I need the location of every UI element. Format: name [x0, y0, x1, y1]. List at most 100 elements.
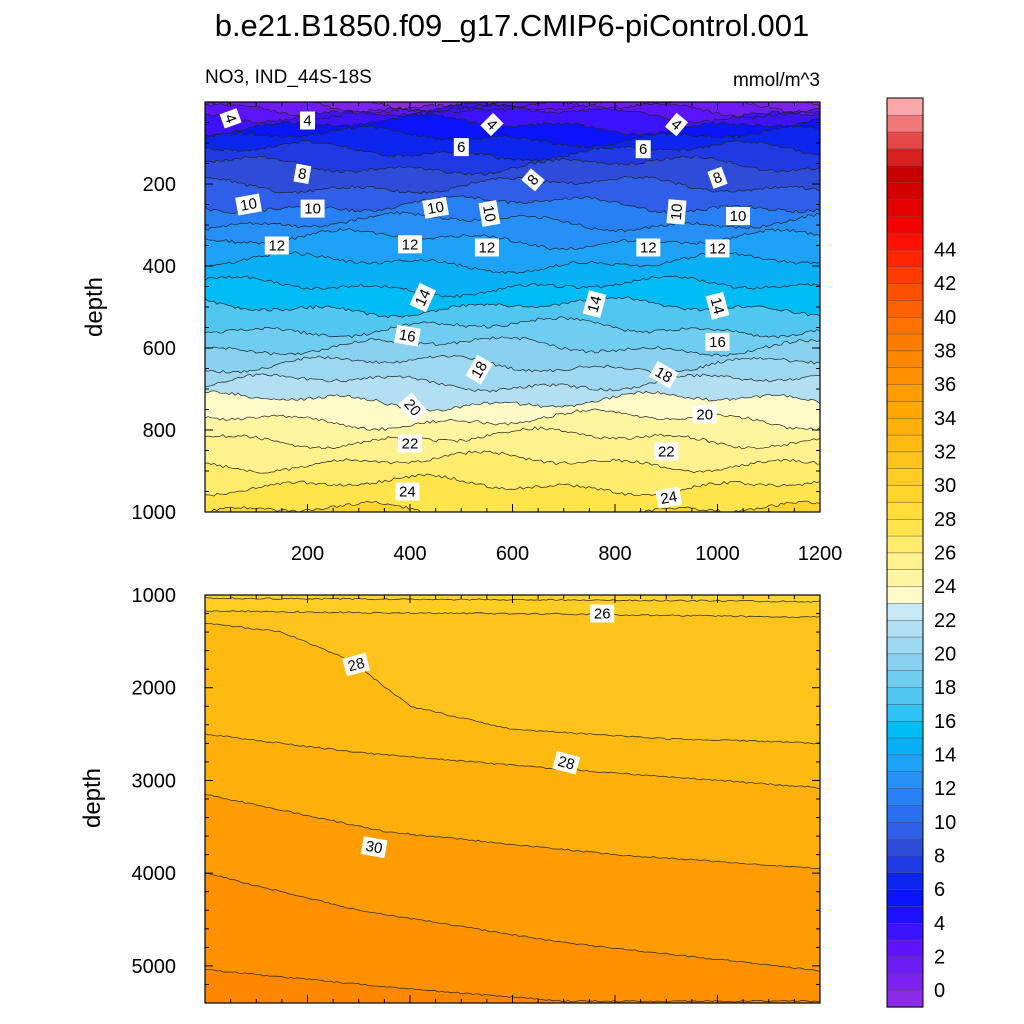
- contour-label-16: 16: [394, 324, 421, 347]
- contour-label-text: 12: [709, 240, 726, 257]
- contour-label-text: 16: [398, 326, 417, 346]
- upper-contour-line-19: [205, 373, 820, 393]
- contour-label-text: 24: [659, 488, 678, 508]
- contour-label-text: 14: [707, 296, 728, 317]
- upper-x-tick-label: 600: [496, 543, 529, 565]
- contour-label-box: [398, 434, 422, 453]
- contour-label-10: 10: [478, 200, 501, 227]
- colorbar-swatch: [886, 552, 924, 570]
- contour-label-22: 22: [654, 442, 679, 461]
- contour-label-text: 10: [668, 203, 686, 221]
- upper-y-tick-label: 800: [143, 420, 176, 442]
- upper-axis-ticks: 200 400 600 800 1000 1200 200 400 600 800 1000: [132, 101, 843, 565]
- colorbar: 0246810121416182022242628303234363840424…: [886, 97, 956, 1008]
- contour-label-box: [300, 111, 315, 130]
- colorbar-swatch: [886, 299, 924, 318]
- colorbar-swatch: [886, 434, 924, 453]
- contour-label-18: 18: [465, 354, 493, 385]
- colorbar-label: 2: [934, 947, 945, 969]
- colorbar-swatch: [886, 484, 924, 503]
- contour-label-text: 28: [556, 753, 577, 774]
- contour-label-28: 28: [552, 751, 581, 775]
- contour-label-24: 24: [395, 482, 420, 501]
- colorbar-label: 26: [934, 543, 956, 565]
- contour-label-4: 4: [300, 111, 315, 130]
- lower-contour-labels: 26 28 28 30: [342, 604, 615, 859]
- upper-y-axis-label: depth: [81, 277, 108, 337]
- colorbar-swatch: [886, 232, 924, 251]
- colorbar-swatch: [886, 771, 924, 789]
- upper-contour-line-23: [205, 450, 820, 474]
- upper-contour-line-21: [205, 408, 820, 431]
- contour-label-box: [397, 392, 428, 423]
- contour-label-text: 16: [709, 334, 726, 351]
- contour-label-box: [654, 442, 679, 461]
- lower-contour-line-27: [205, 622, 820, 745]
- colorbar-label: 10: [934, 812, 956, 834]
- colorbar-label: 38: [934, 341, 956, 363]
- contour-label-6: 6: [635, 140, 651, 159]
- contour-label-20: 20: [397, 392, 428, 423]
- lower-contour-line-30: [205, 872, 820, 972]
- contour-label-text: 10: [479, 204, 499, 223]
- colorbar-swatch: [886, 501, 924, 520]
- contour-label-10: 10: [235, 193, 262, 216]
- upper-contour-lines: [205, 102, 820, 512]
- contour-label-text: 28: [346, 655, 367, 676]
- colorbar-label: 42: [934, 273, 956, 295]
- colorbar-label: 12: [934, 778, 956, 800]
- upper-contour-line-20: [205, 390, 820, 412]
- colorbar-swatch: [886, 939, 924, 958]
- colorbar-swatch: [886, 131, 924, 150]
- contour-label-26: 26: [590, 604, 615, 623]
- contour-label-box: [705, 332, 730, 351]
- lower-y-tick-label: 3000: [132, 770, 177, 792]
- contour-label-box: [692, 405, 717, 424]
- colorbar-label: 6: [934, 879, 945, 901]
- contour-label-8: 8: [707, 166, 728, 189]
- contour-label-box: [582, 290, 607, 319]
- colorbar-swatch: [886, 468, 924, 486]
- contour-label-text: 30: [364, 838, 383, 858]
- upper-contour-line-16: [205, 316, 820, 339]
- lower-contour-line-29: [205, 793, 820, 870]
- contour-label-text: 20: [696, 406, 713, 423]
- contour-label-12: 12: [398, 235, 422, 254]
- contour-label-22: 22: [398, 434, 422, 453]
- colorbar-swatch: [886, 535, 924, 554]
- colorbar-label: 32: [934, 442, 956, 464]
- colorbar-label: 4: [934, 913, 945, 935]
- colorbar-swatch: [886, 97, 924, 116]
- contour-label-16: 16: [705, 332, 730, 351]
- contour-label-box: [707, 166, 728, 189]
- contour-label-text: 18: [468, 358, 491, 381]
- colorbar-label: 34: [934, 408, 956, 430]
- contour-label-14: 14: [582, 290, 607, 319]
- colorbar-swatch: [886, 872, 924, 890]
- upper-contour-line-7: [205, 140, 820, 162]
- units-label: mmol/m^3: [733, 70, 820, 91]
- colorbar-frame: [886, 97, 924, 1008]
- colorbar-swatch: [886, 602, 924, 621]
- colorbar-swatch: [886, 720, 924, 739]
- upper-y-tick-label: 400: [143, 256, 176, 278]
- contour-label-box: [590, 604, 615, 623]
- lower-contour-fill: [205, 595, 820, 1003]
- contour-label-box: [648, 360, 679, 389]
- colorbar-label: 16: [934, 711, 956, 733]
- contour-label-text: 10: [730, 208, 747, 225]
- contour-label-box: [635, 140, 651, 159]
- contour-label-6: 6: [453, 138, 469, 157]
- contour-label-text: 6: [457, 139, 465, 156]
- contour-label-text: 12: [268, 238, 285, 255]
- colorbar-swatch: [886, 181, 924, 200]
- contour-label-box: [235, 193, 262, 216]
- contour-label-box: [666, 199, 687, 225]
- upper-x-tick-label: 400: [393, 543, 426, 565]
- upper-x-tick-label: 1200: [798, 543, 843, 565]
- colorbar-swatch: [886, 249, 924, 267]
- variable-label: NO3, IND_44S-18S: [205, 67, 372, 88]
- contour-label-text: 14: [585, 294, 606, 315]
- upper-contour-line-22: [205, 426, 820, 450]
